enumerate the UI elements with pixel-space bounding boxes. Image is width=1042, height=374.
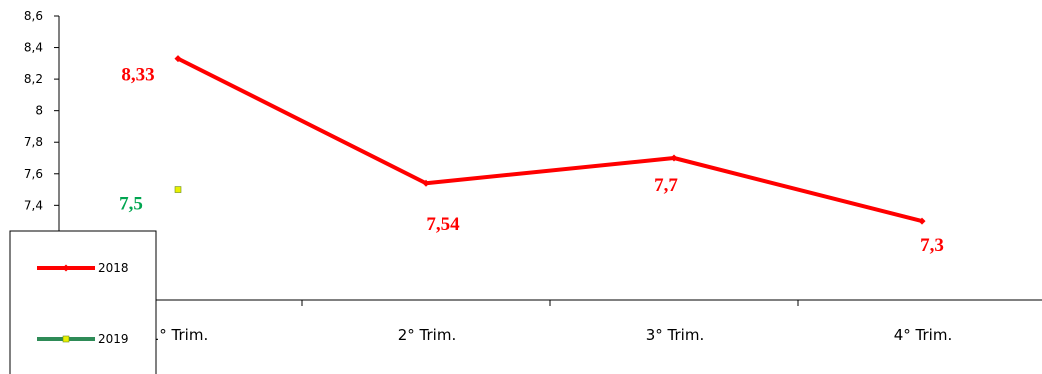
y-tick-label: 8 [35, 104, 43, 118]
x-category-label: 4° Trim. [894, 326, 952, 344]
data-point-2019 [174, 186, 182, 193]
x-category-label: 1° Trim. [150, 326, 208, 344]
legend-label-2018: 2018 [98, 261, 129, 275]
legend-label-2019: 2019 [98, 332, 129, 346]
y-tick-label: 8,4 [24, 41, 43, 55]
data-point-2018 [670, 154, 678, 162]
data-point-2018 [174, 55, 182, 63]
y-tick-label: 7,6 [24, 167, 43, 181]
series-line-2018 [177, 56, 923, 224]
legend-marker-2018 [62, 264, 70, 272]
legend-box [9, 230, 157, 374]
x-category-label: 3° Trim. [646, 326, 704, 344]
data-point-2018 [918, 217, 926, 225]
data-label-2018: 7,3 [920, 235, 944, 256]
y-tick-label: 7,8 [24, 135, 43, 149]
data-label-2018: 7,7 [654, 175, 678, 196]
x-category-label: 2° Trim. [398, 326, 456, 344]
data-point-2018 [422, 179, 430, 187]
data-label-2018: 7,54 [426, 214, 460, 235]
y-tick-label: 8,2 [24, 72, 43, 86]
data-label-2018: 8,33 [121, 65, 154, 86]
y-tick-label: 8,6 [24, 9, 43, 23]
y-tick-label: 7,4 [24, 198, 43, 212]
legend-marker-2019 [62, 335, 70, 343]
data-label-2019: 7,5 [119, 194, 143, 215]
